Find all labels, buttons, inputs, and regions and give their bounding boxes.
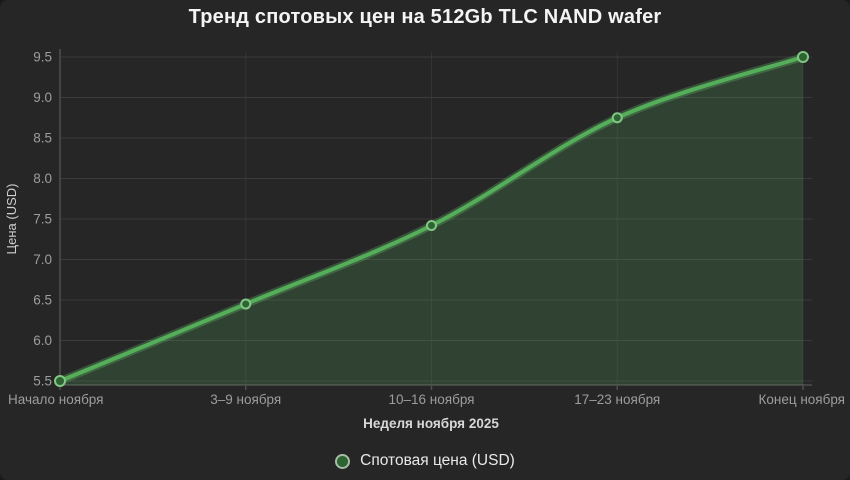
x-tick-label: 10–16 ноября xyxy=(389,392,475,407)
y-tick-label: 9.0 xyxy=(33,90,52,105)
x-tick-label: Конец ноября xyxy=(759,392,846,407)
data-point xyxy=(54,375,66,387)
legend-label: Спотовая цена (USD) xyxy=(360,452,515,469)
y-tick-label: 6.5 xyxy=(33,293,52,308)
data-point xyxy=(426,219,437,231)
y-tick-label: 7.0 xyxy=(33,252,52,267)
x-tick-label: Начало ноября xyxy=(8,392,103,407)
legend-item[interactable]: Спотовая цена (USD) xyxy=(0,452,850,470)
y-tick-label: 8.5 xyxy=(33,131,52,146)
y-tick-label: 7.5 xyxy=(33,212,52,227)
y-axis-title: Цена (USD) xyxy=(4,184,19,255)
area-fill xyxy=(60,57,803,385)
y-tick-label: 6.0 xyxy=(33,333,52,348)
data-point xyxy=(611,112,623,124)
x-tick-label: 3–9 ноября xyxy=(210,392,281,407)
x-tick-label: 17–23 ноября xyxy=(574,392,660,407)
y-tick-label: 9.5 xyxy=(33,50,52,65)
data-point xyxy=(797,51,809,63)
x-axis-title: Неделя ноября 2025 xyxy=(363,416,499,431)
y-tick-label: 5.5 xyxy=(33,374,52,389)
legend-marker-icon xyxy=(335,453,351,469)
y-tick-label: 8.0 xyxy=(33,171,52,186)
chart-title: Тренд спотовых цен на 512Gb TLC NAND waf… xyxy=(188,6,662,28)
data-point xyxy=(240,298,252,310)
